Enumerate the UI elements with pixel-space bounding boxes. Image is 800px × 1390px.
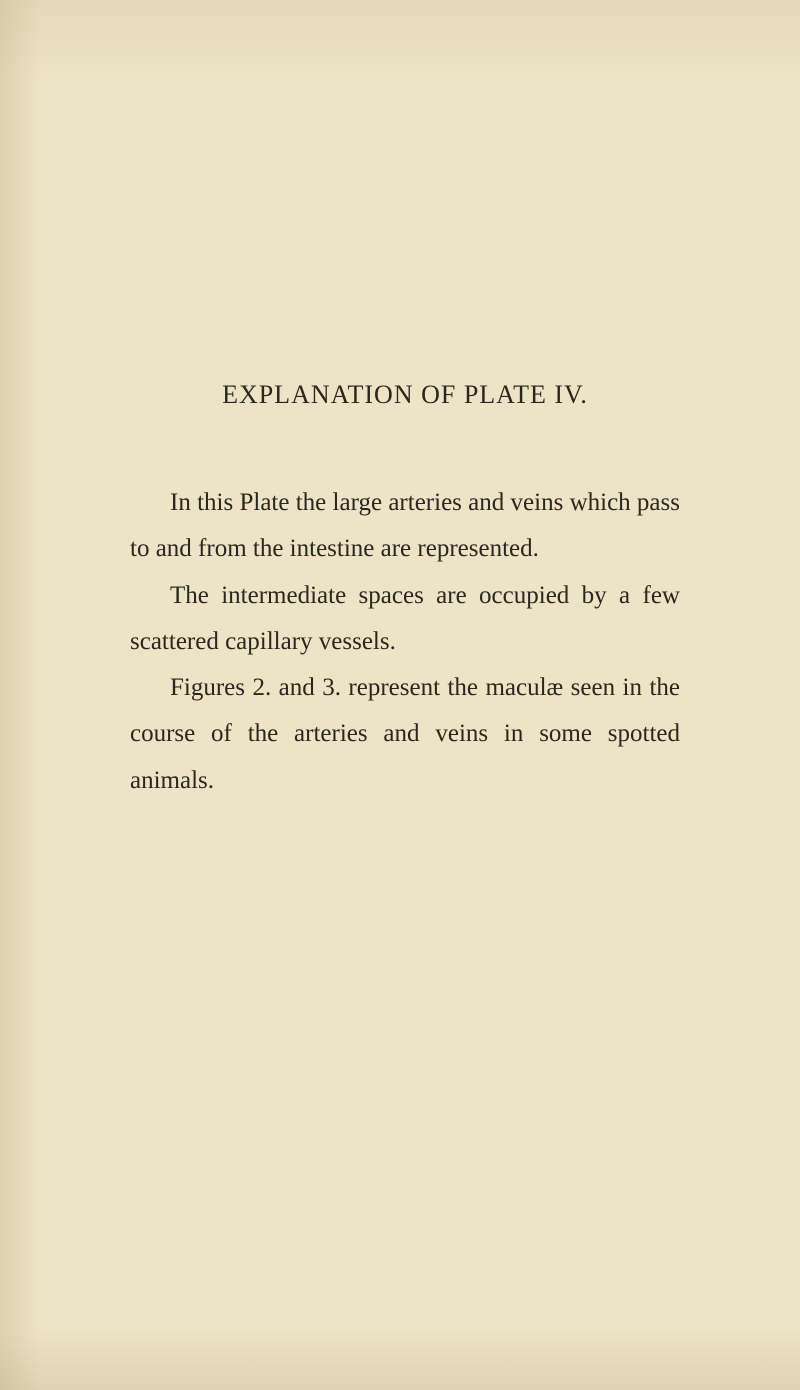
paragraph: The intermediate spaces are occupied by …	[130, 573, 680, 666]
page-aging-bottom	[0, 1330, 800, 1390]
body-text: In this Plate the large arteries and vei…	[130, 480, 680, 804]
page-content: EXPLANATION OF PLATE IV. In this Plate t…	[0, 0, 800, 804]
paragraph: In this Plate the large arteries and vei…	[130, 480, 680, 573]
plate-title: EXPLANATION OF PLATE IV.	[130, 380, 680, 410]
paragraph: Figures 2. and 3. represent the maculæ s…	[130, 665, 680, 804]
